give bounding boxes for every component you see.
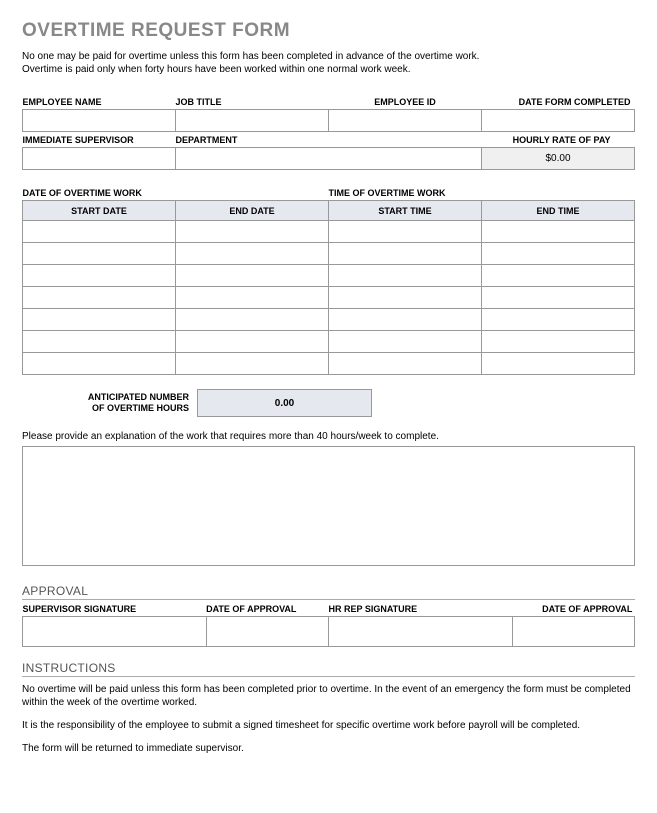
label-immediate-supervisor: IMMEDIATE SUPERVISOR: [23, 132, 176, 148]
col-end-date: END DATE: [176, 201, 329, 221]
hourly-rate-field: $0.00: [482, 148, 635, 170]
anticipated-hours-value: 0.00: [197, 389, 372, 417]
overtime-row: [23, 265, 635, 287]
overtime-row: [23, 353, 635, 375]
intro-line-2: Overtime is paid only when forty hours h…: [22, 63, 635, 76]
approval-table: SUPERVISOR SIGNATURE DATE OF APPROVAL HR…: [22, 600, 635, 647]
overtime-cell[interactable]: [23, 243, 176, 265]
overtime-cell[interactable]: [176, 309, 329, 331]
label-job-title: JOB TITLE: [176, 94, 329, 110]
col-start-date: START DATE: [23, 201, 176, 221]
approval-heading: APPROVAL: [22, 584, 635, 600]
overtime-cell[interactable]: [482, 243, 635, 265]
date-approval-2-field[interactable]: [512, 617, 634, 647]
col-start-time: START TIME: [329, 201, 482, 221]
employee-id-field[interactable]: [329, 110, 482, 132]
overtime-row: [23, 243, 635, 265]
hr-rep-signature-field[interactable]: [328, 617, 512, 647]
immediate-supervisor-field[interactable]: [23, 148, 176, 170]
label-anticipated-hours: ANTICIPATED NUMBER OF OVERTIME HOURS: [22, 392, 197, 414]
date-form-completed-field[interactable]: [482, 110, 635, 132]
instructions-p2: It is the responsibility of the employee…: [22, 719, 635, 732]
overtime-cell[interactable]: [482, 309, 635, 331]
overtime-cell[interactable]: [176, 221, 329, 243]
overtime-cell[interactable]: [329, 265, 482, 287]
explanation-prompt: Please provide an explanation of the wor…: [22, 431, 635, 442]
overtime-cell[interactable]: [176, 265, 329, 287]
department-field[interactable]: [176, 148, 482, 170]
form-title: OVERTIME REQUEST FORM: [22, 20, 635, 42]
label-time-of-overtime: TIME OF OVERTIME WORK: [329, 186, 635, 201]
overtime-row: [23, 221, 635, 243]
overtime-cell[interactable]: [329, 309, 482, 331]
overtime-cell[interactable]: [329, 331, 482, 353]
overtime-row: [23, 331, 635, 353]
overtime-cell[interactable]: [329, 243, 482, 265]
label-employee-name: EMPLOYEE NAME: [23, 94, 176, 110]
supervisor-signature-field[interactable]: [23, 617, 207, 647]
label-department: DEPARTMENT: [176, 132, 329, 148]
overtime-cell[interactable]: [23, 221, 176, 243]
overtime-cell[interactable]: [23, 331, 176, 353]
overtime-cell[interactable]: [176, 353, 329, 375]
overtime-cell[interactable]: [176, 331, 329, 353]
label-hr-rep-signature: HR REP SIGNATURE: [328, 600, 512, 617]
overtime-cell[interactable]: [23, 309, 176, 331]
instructions-heading: INSTRUCTIONS: [22, 661, 635, 677]
employee-info-table: EMPLOYEE NAME JOB TITLE EMPLOYEE ID DATE…: [22, 94, 635, 170]
overtime-cell[interactable]: [23, 265, 176, 287]
explanation-field[interactable]: [22, 446, 635, 566]
overtime-cell[interactable]: [482, 353, 635, 375]
job-title-field[interactable]: [176, 110, 329, 132]
overtime-cell[interactable]: [482, 221, 635, 243]
overtime-cell[interactable]: [23, 287, 176, 309]
instructions-p1: No overtime will be paid unless this for…: [22, 683, 635, 709]
overtime-cell[interactable]: [176, 287, 329, 309]
instructions-p3: The form will be returned to immediate s…: [22, 742, 635, 755]
overtime-cell[interactable]: [482, 265, 635, 287]
label-date-form-completed: DATE FORM COMPLETED: [482, 94, 635, 110]
overtime-row: [23, 309, 635, 331]
overtime-cell[interactable]: [176, 243, 329, 265]
date-approval-1-field[interactable]: [206, 617, 328, 647]
overtime-table: DATE OF OVERTIME WORK TIME OF OVERTIME W…: [22, 186, 635, 375]
overtime-cell[interactable]: [482, 287, 635, 309]
instructions-body: No overtime will be paid unless this for…: [22, 683, 635, 755]
overtime-cell[interactable]: [329, 353, 482, 375]
col-end-time: END TIME: [482, 201, 635, 221]
overtime-cell[interactable]: [482, 331, 635, 353]
label-date-of-overtime: DATE OF OVERTIME WORK: [23, 186, 329, 201]
label-employee-id: EMPLOYEE ID: [329, 94, 482, 110]
label-hourly-rate: HOURLY RATE OF PAY: [482, 132, 635, 148]
intro-line-1: No one may be paid for overtime unless t…: [22, 50, 635, 63]
employee-name-field[interactable]: [23, 110, 176, 132]
label-supervisor-signature: SUPERVISOR SIGNATURE: [23, 600, 207, 617]
label-date-approval-1: DATE OF APPROVAL: [206, 600, 328, 617]
overtime-row: [23, 287, 635, 309]
label-date-approval-2: DATE OF APPROVAL: [512, 600, 634, 617]
overtime-cell[interactable]: [329, 221, 482, 243]
intro-text: No one may be paid for overtime unless t…: [22, 50, 635, 76]
overtime-cell[interactable]: [329, 287, 482, 309]
overtime-cell[interactable]: [23, 353, 176, 375]
